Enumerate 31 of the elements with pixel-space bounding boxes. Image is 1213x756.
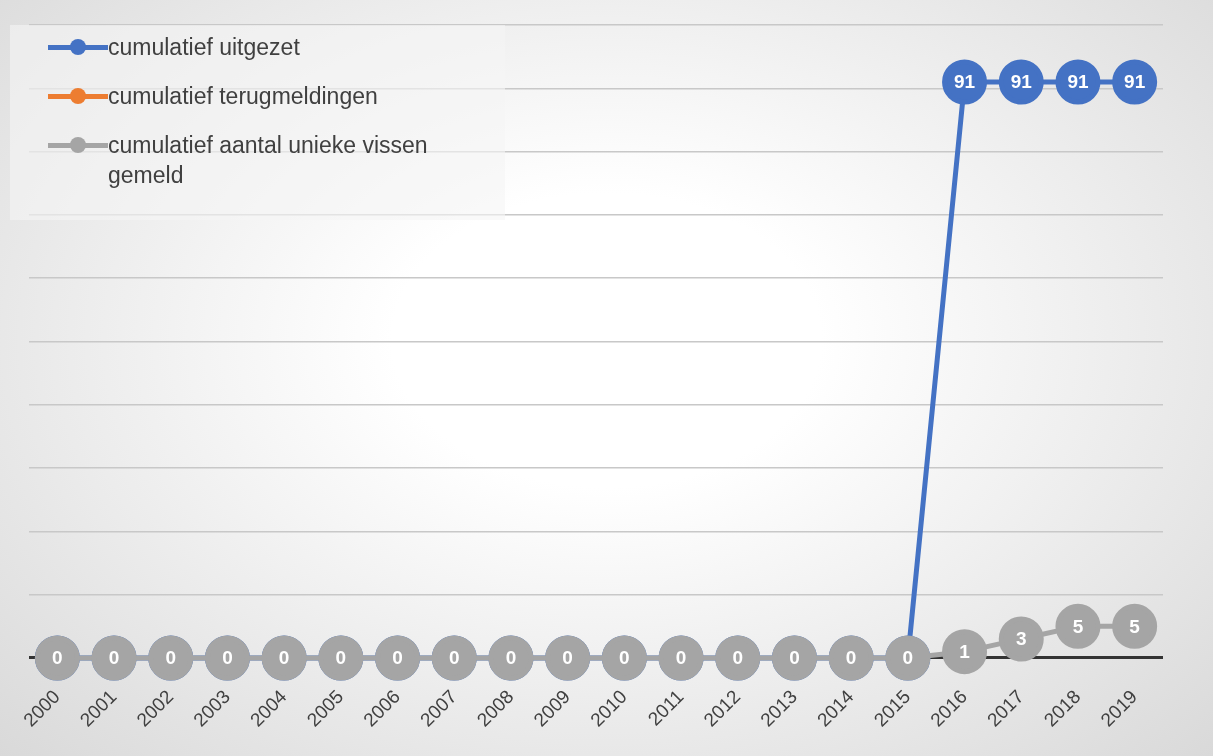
data-label: 0 xyxy=(505,647,517,669)
data-label: 91 xyxy=(1067,71,1089,93)
point xyxy=(998,616,1044,662)
data-label: 0 xyxy=(222,647,233,669)
data-label: 0 xyxy=(845,647,857,669)
data-label: 91 xyxy=(953,71,976,93)
data-label: 91 xyxy=(1010,71,1033,93)
data-label: 0 xyxy=(789,647,800,669)
data-label: 0 xyxy=(52,647,63,669)
data-label: 0 xyxy=(675,647,687,669)
data-label: 0 xyxy=(108,647,120,669)
data-label: 5 xyxy=(1129,615,1141,637)
data-label: 0 xyxy=(392,647,403,669)
data-label: 91 xyxy=(1124,71,1146,93)
data-label: 0 xyxy=(619,647,630,669)
data-label: 0 xyxy=(562,647,573,669)
point xyxy=(1112,603,1158,649)
data-label: 5 xyxy=(1072,615,1084,637)
legend-label: cumulatief terugmeldingen xyxy=(108,82,378,111)
data-label: 3 xyxy=(1015,628,1027,650)
data-label: 1 xyxy=(959,640,971,662)
data-label: 0 xyxy=(732,647,744,669)
data-label: 0 xyxy=(278,647,290,669)
data-label: 0 xyxy=(165,647,177,669)
data-label: 0 xyxy=(902,647,914,669)
legend-label: cumulatief aantal unieke vissen gemeld xyxy=(108,131,429,190)
point xyxy=(942,629,988,675)
legend-label: cumulatief uitgezet xyxy=(108,33,300,62)
data-label: 0 xyxy=(335,647,347,669)
point xyxy=(1055,603,1101,649)
data-label: 0 xyxy=(448,647,460,669)
